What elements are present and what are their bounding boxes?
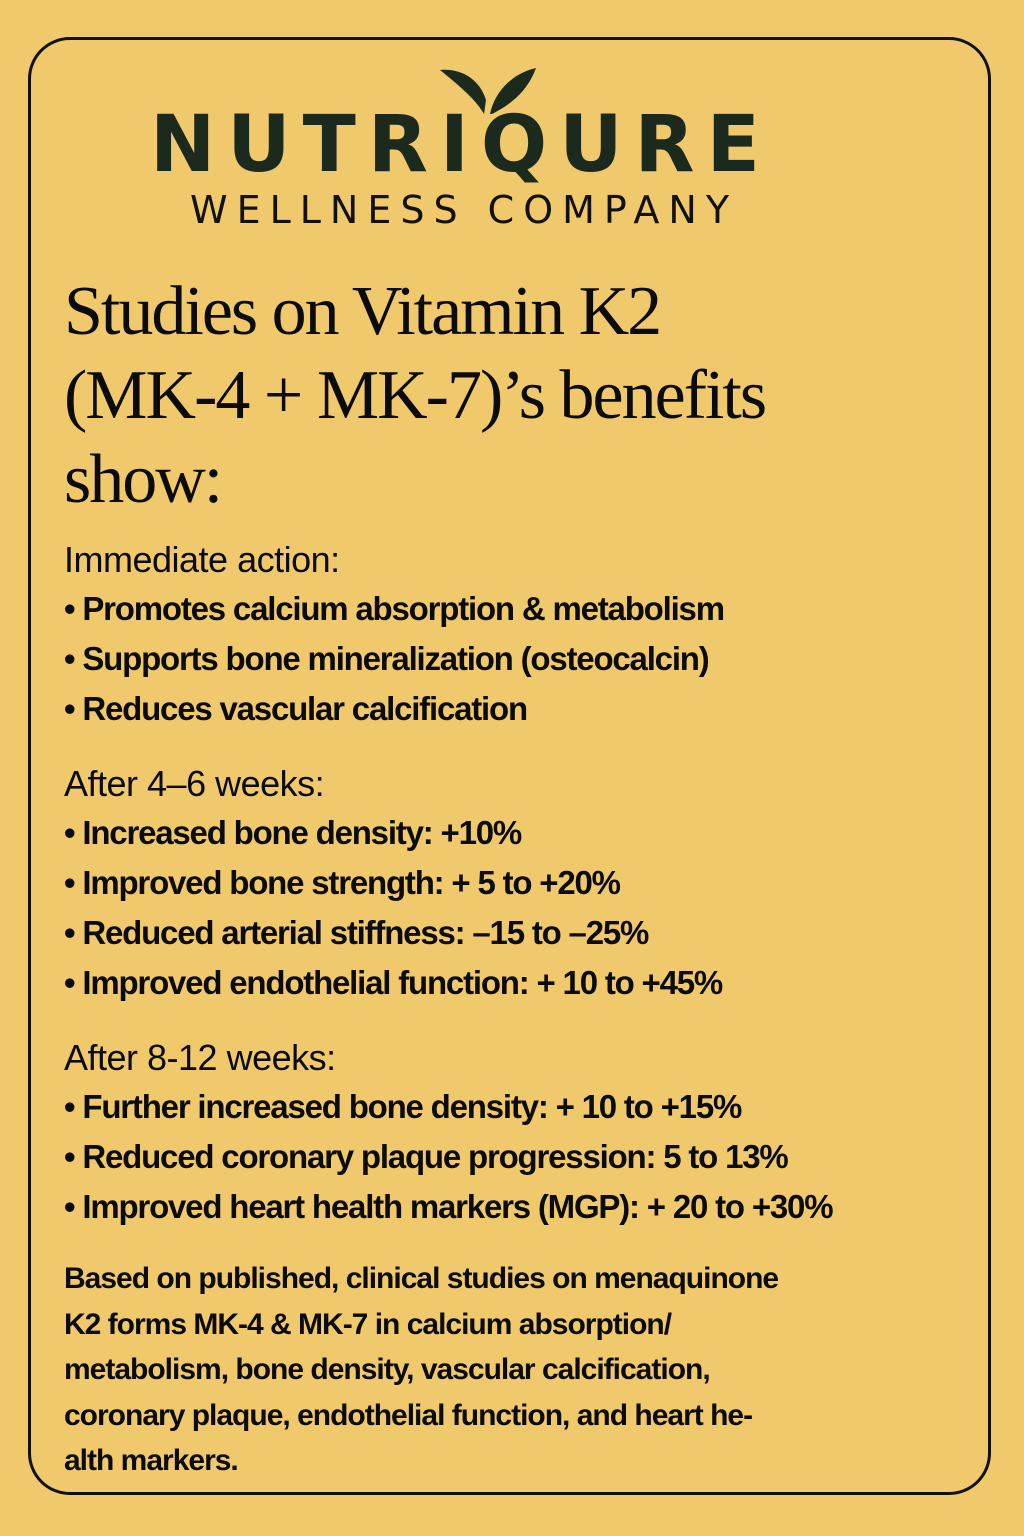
brand-tagline: WELLNESS COMPANY — [190, 188, 739, 232]
bullet-icon: • — [64, 1188, 76, 1225]
section-heading: Immediate action: — [64, 539, 340, 580]
section-heading: After 8-12 weeks: — [64, 1037, 336, 1078]
list-item-text: Increased bone density: +10% — [82, 814, 522, 851]
list-item-text: Reduces vascular calcification — [82, 690, 528, 727]
list-item-text: Supports bone mineralization (osteocalci… — [82, 640, 709, 677]
footnote-line: metabolism, bone density, vascular calci… — [64, 1353, 711, 1386]
bullet-icon: • — [64, 814, 76, 851]
benefit-list: • Further increased bone density: + 10 to… — [64, 1082, 984, 1232]
list-item: • Reduced arterial stiffness: –15 to –25% — [64, 908, 984, 958]
list-item: • Supports bone mineralization (osteocalc… — [64, 634, 984, 684]
list-item: • Reduces vascular calcification — [64, 684, 984, 734]
list-item: • Increased bone density: +10% — [64, 808, 984, 858]
list-item-text: Reduced arterial stiffness: –15 to –25% — [82, 914, 649, 951]
list-item: • Reduced coronary plaque progression: 5 … — [64, 1132, 984, 1182]
footnote: Based on published, clinical studies on … — [64, 1256, 964, 1484]
list-item-text: Improved bone strength: + 5 to +20% — [82, 864, 621, 901]
title-line: show: — [64, 441, 223, 518]
list-item-text: Further increased bone density: + 10 to … — [82, 1088, 742, 1125]
list-item-text: Improved heart health markers (MGP): + 2… — [82, 1188, 833, 1225]
bullet-icon: • — [64, 964, 76, 1001]
leaf-sprout-icon — [440, 68, 536, 114]
page-title: Studies on Vitamin K2 (MK-4 + MK-7)’s be… — [64, 270, 944, 522]
bullet-icon: • — [64, 914, 76, 951]
card-border — [28, 37, 991, 1495]
footnote-line: alth markers. — [64, 1444, 239, 1477]
footnote-line: coronary plaque, endothelial function, a… — [64, 1398, 753, 1432]
footnote-line: K2 forms MK-4 & MK-7 in calcium absorpti… — [64, 1307, 672, 1341]
section-8-12-weeks: After 8-12 weeks: • Further increased bon… — [64, 1034, 984, 1232]
title-line: (MK-4 + MK-7)’s benefits — [64, 357, 767, 434]
list-item: • Further increased bone density: + 10 to… — [64, 1082, 984, 1132]
bullet-icon: • — [64, 640, 76, 677]
section-immediate-action: Immediate action: • Promotes calcium abso… — [64, 536, 984, 734]
title-line: Studies on Vitamin K2 — [64, 273, 662, 350]
list-item-text: Reduced coronary plaque progression: 5 t… — [82, 1138, 788, 1175]
list-item: • Promotes calcium absorption & metabolis… — [64, 584, 984, 634]
bullet-icon: • — [64, 1088, 76, 1125]
bullet-icon: • — [64, 690, 76, 727]
benefit-list: • Increased bone density: +10% • Improved … — [64, 808, 984, 1008]
list-item-text: Improved endothelial function: + 10 to +… — [82, 964, 723, 1001]
list-item: • Improved heart health markers (MGP): + … — [64, 1182, 984, 1232]
bullet-icon: • — [64, 590, 76, 627]
benefit-list: • Promotes calcium absorption & metabolis… — [64, 584, 984, 734]
section-4-6-weeks: After 4–6 weeks: • Increased bone density… — [64, 760, 984, 1008]
list-item: • Improved endothelial function: + 10 to … — [64, 958, 984, 1008]
bullet-icon: • — [64, 864, 76, 901]
brand-name: NUTRIQURE — [150, 100, 772, 190]
bullet-icon: • — [64, 1138, 76, 1175]
list-item-text: Promotes calcium absorption & metabolism — [82, 590, 725, 627]
footnote-line: Based on published, clinical studies on … — [64, 1262, 779, 1295]
brand-logo: NUTRIQURE WELLNESS COMPANY — [0, 60, 1024, 232]
section-heading: After 4–6 weeks: — [64, 763, 325, 804]
list-item: • Improved bone strength: + 5 to +20% — [64, 858, 984, 908]
